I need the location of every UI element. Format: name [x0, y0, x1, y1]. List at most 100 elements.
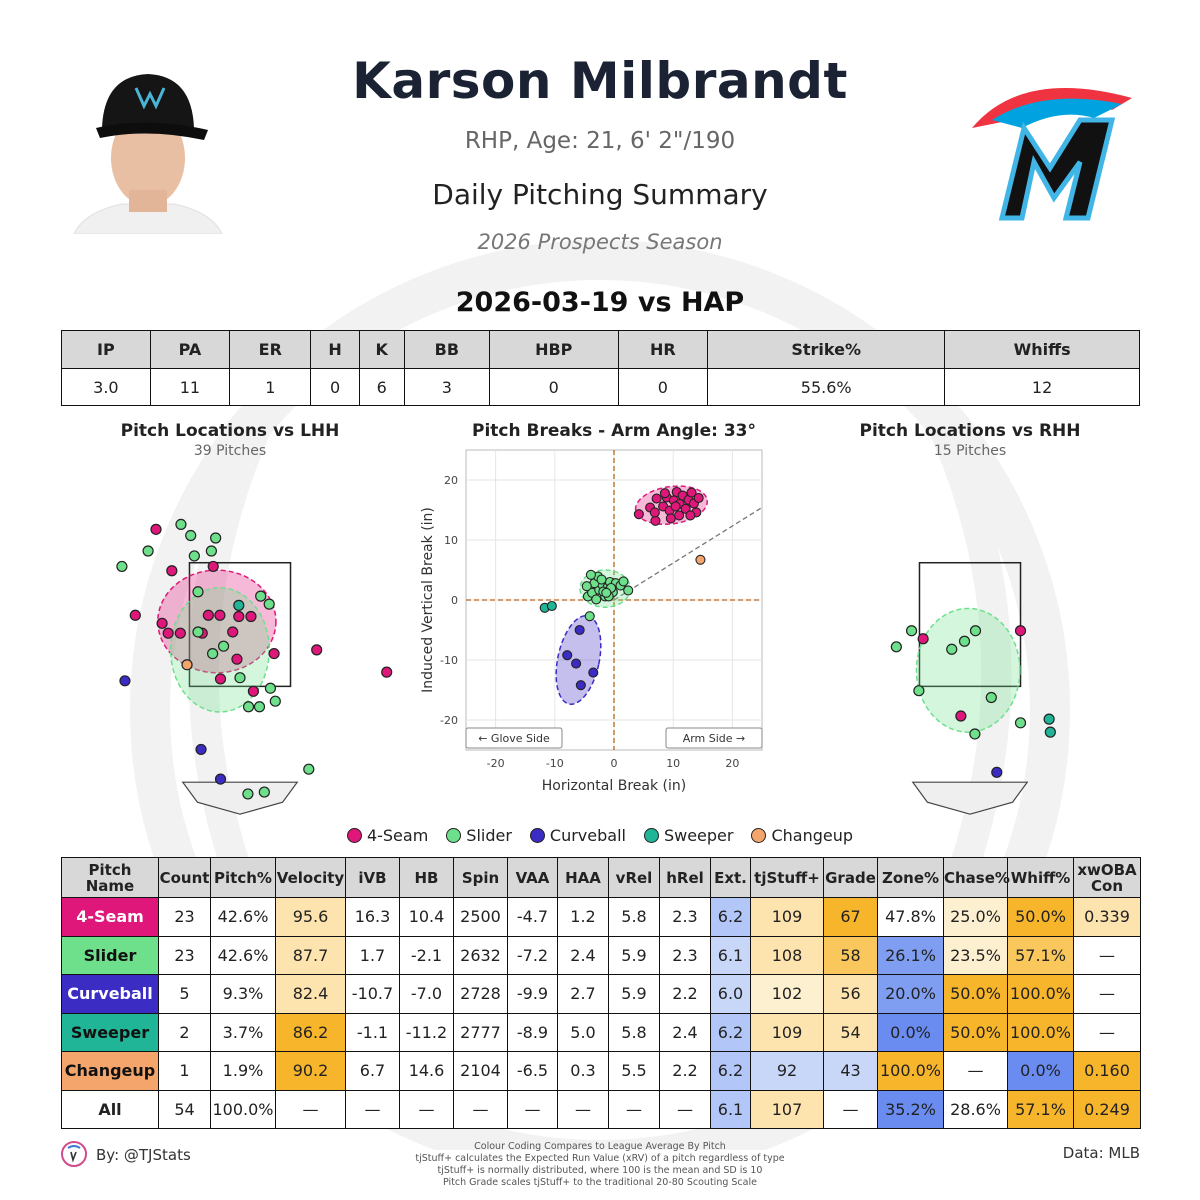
pitch-cell-vaa: -8.9	[507, 1012, 558, 1052]
pitch-table-header-vaa: VAA	[507, 857, 558, 898]
4-seam-pitch-point	[129, 609, 141, 621]
pitch-cell-ext: 6.1	[710, 935, 751, 975]
slider-pitch-point	[264, 682, 277, 694]
slider-break-point	[618, 576, 629, 587]
4-seam-pitch-point	[1014, 625, 1027, 637]
slider-pitch-point	[958, 635, 971, 647]
stat-line-header-row: IP PA ER H K BB HBP HR Strike% Whiffs	[61, 330, 1140, 369]
pitch-cell-grade: 67	[823, 897, 878, 937]
slider-break-point	[581, 581, 592, 592]
pitch-metrics-table: Pitch Name Count Pitch% Velocity iVB HB Spin VA…	[61, 857, 1141, 1129]
pitch-cell-count: 1	[158, 1051, 211, 1091]
pitch-cell-chase: 25.0%	[943, 897, 1008, 937]
pitch-table-header-vrel: vRel	[608, 857, 660, 898]
legend-dot-icon	[643, 828, 659, 843]
slider-pitch-point	[905, 625, 918, 637]
pitch-cell-xwoba-con: —	[1073, 974, 1141, 1014]
pitch-table-header-xwoba-con: xwOBA Con	[1073, 857, 1141, 898]
lhh-panel-subtitle: 39 Pitches	[193, 443, 267, 459]
legend-label: Curveball	[549, 826, 626, 845]
pitch-cell-xwoba-con: 0.160	[1073, 1051, 1141, 1091]
pitch-cell-haa: 5.0	[557, 1012, 609, 1052]
pitch-cell-zone: 35.2%	[877, 1089, 944, 1129]
y-axis-label: Induced Vertical Break (in)	[420, 507, 436, 693]
pitch-cell-tjstuff: 102	[750, 974, 824, 1014]
stat-value-pa: 11	[149, 368, 231, 406]
pitch-cell-pitch: 42.6%	[210, 935, 276, 975]
pitch-cell-ext: 6.2	[710, 1012, 751, 1052]
legend-item-slider: Slider	[446, 826, 512, 845]
4-seam-break-point	[693, 492, 704, 504]
pitch-cell-haa: 2.7	[557, 974, 609, 1014]
pitch-row-changeup: Changeup 1 1.9% 90.2 6.7 14.6 2104 -6.5 0.3 5.5 2.…	[61, 1051, 1141, 1091]
stat-value-k: 6	[358, 368, 405, 406]
footer-source: Data: MLB	[1062, 1144, 1140, 1162]
stat-value-hbp: 0	[488, 368, 619, 406]
x-axis-label: Horizontal Break (in)	[542, 778, 686, 794]
pitch-cell-hb: -11.2	[399, 1012, 454, 1052]
x-tick-label: -10	[546, 757, 564, 770]
arm-side-box	[665, 727, 763, 749]
pitch-cell-ext: 6.1	[710, 1089, 751, 1129]
rhh-panel-title: Pitch Locations vs RHH	[859, 421, 1081, 441]
pitch-cell-vaa: -9.9	[507, 974, 558, 1014]
pitch-cell-hb: 10.4	[399, 897, 454, 937]
tjstats-logo-icon	[61, 1141, 87, 1167]
pitch-table-header-ivb: iVB	[345, 857, 400, 898]
slider-break-point	[596, 574, 607, 585]
slider-break-point	[623, 585, 634, 596]
4-seam-pitch-point	[214, 609, 226, 621]
legend-item-4-seam: 4-Seam	[346, 826, 428, 845]
curveball-pitch-point	[195, 743, 207, 756]
pitch-cell-count: 5	[158, 974, 211, 1014]
slider-pitch-point	[116, 560, 128, 573]
team-logo	[972, 88, 1132, 221]
pitch-table-header-grade: Grade	[823, 857, 878, 898]
4-seam-pitch-point	[247, 685, 259, 697]
pitch-cell-vrel: 5.8	[608, 897, 660, 937]
player-bio: RHP, Age: 21, 6' 2"/190	[464, 128, 736, 154]
4-seam-break-point	[674, 510, 685, 521]
legend-dot-icon	[446, 828, 462, 843]
pitch-cell-pitch: 1.9%	[210, 1051, 276, 1091]
stat-header-k: K	[358, 330, 405, 369]
pitch-cell-pitch: 3.7%	[210, 1012, 276, 1052]
summary-title: Daily Pitching Summary	[432, 178, 768, 211]
pitch-table-header-hb: HB	[399, 857, 454, 898]
footer-note: tjStuff+ is normally distributed, where …	[437, 1165, 763, 1176]
y-tick-label: -10	[440, 654, 458, 667]
arm-angle-line	[613, 506, 763, 601]
pitch-cell-vrel: 5.9	[608, 974, 660, 1014]
4-seam-pitch-point	[227, 626, 239, 638]
footer-note: tjStuff+ calculates the Expected Run Val…	[415, 1153, 785, 1164]
pitch-table-header-row: Pitch Name Count Pitch% Velocity iVB HB Spin VA…	[61, 857, 1141, 898]
curveball-break-point	[562, 650, 573, 661]
pitch-cell-grade: 54	[823, 1012, 878, 1052]
changeup-pitch-point	[181, 659, 193, 671]
pitch-cell-count: 23	[158, 935, 211, 975]
pitch-cell-xwoba-con: 0.249	[1073, 1089, 1141, 1129]
pitch-cell-spin: 2104	[453, 1051, 508, 1091]
slider-pitch-point	[946, 643, 958, 655]
pitch-row-sweeper: Sweeper 2 3.7% 86.2 -1.1 -11.2 2777 -8.9 5.0 5.8 2…	[61, 1012, 1141, 1052]
x-tick-label: 20	[725, 757, 739, 770]
pitch-cell-pitch: 100.0%	[210, 1089, 276, 1129]
glove-side-label: ← Glove Side	[478, 732, 550, 745]
legend-dot-icon	[529, 828, 545, 843]
slider-pitch-point	[890, 641, 902, 653]
4-seam-break-point	[633, 509, 644, 520]
4-seam-break-point	[659, 488, 670, 499]
slider-break-point	[591, 594, 602, 605]
4-seam-break-point	[665, 513, 676, 524]
season-label: 2026 Prospects Season	[477, 230, 723, 254]
pitch-cell-haa: —	[557, 1089, 609, 1129]
pitch-cell-whiff: 57.1%	[1007, 935, 1074, 975]
pitch-cell-whiff: 57.1%	[1007, 1089, 1074, 1129]
4-seam-break-point	[670, 501, 681, 512]
pitch-cell-whiff: 50.0%	[1007, 897, 1074, 937]
slider-pitch-point	[969, 625, 982, 637]
slider-pitch-point	[985, 691, 997, 704]
stat-header-bb: BB	[403, 330, 490, 369]
lhh-location-plot	[116, 518, 393, 815]
pitch-cell-hrel: 2.3	[659, 935, 711, 975]
